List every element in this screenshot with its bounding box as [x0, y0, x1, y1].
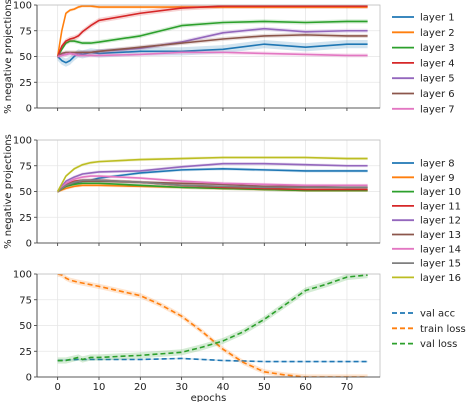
y-tick-label: 0	[26, 239, 32, 250]
line-layer-10	[57, 182, 368, 193]
line-layer-12	[57, 162, 368, 193]
y-tick-label: 50	[19, 52, 32, 63]
legend-label: layer 10	[420, 187, 461, 198]
y-axis-label: % negative projections	[3, 0, 14, 114]
line-layer-6	[57, 34, 368, 58]
y-axis-label: % negative projections	[3, 134, 14, 249]
line-layer-14	[57, 175, 368, 193]
y-tick-label: 100	[13, 1, 32, 12]
y-tick-label: 75	[19, 295, 32, 306]
line-layer-7	[57, 51, 368, 58]
band-layer-7	[57, 50, 368, 59]
legend-label: layer 3	[420, 43, 455, 54]
line-layer-3	[56, 20, 368, 57]
line-val-loss	[57, 274, 368, 362]
x-tick-label: 60	[299, 382, 312, 393]
x-tick-label: 40	[217, 382, 230, 393]
x-tick-label: 0	[54, 382, 60, 393]
y-tick-label: 0	[26, 373, 32, 384]
band-layer-13	[57, 179, 368, 194]
y-tick-label: 25	[19, 78, 32, 89]
series-group	[57, 274, 368, 377]
y-tick-label: 50	[19, 187, 32, 198]
y-tick-label: 25	[19, 213, 32, 224]
y-tick-label: 100	[13, 270, 32, 281]
line-layer-1	[57, 43, 368, 64]
x-tick-label: 30	[175, 382, 188, 393]
x-tick-label: 70	[341, 382, 354, 393]
legend-label: layer 9	[420, 173, 455, 184]
legend-label: layer 6	[420, 89, 455, 100]
line-layer-8	[57, 168, 368, 193]
band-val-loss	[57, 274, 368, 364]
x-tick-label: 50	[258, 382, 271, 393]
legend-label: layer 12	[420, 216, 461, 227]
legend-label: layer 5	[420, 74, 455, 85]
band-layer-16	[57, 155, 368, 194]
y-tick-label: 0	[26, 104, 32, 115]
legend-label: layer 11	[420, 201, 461, 212]
legend-label: layer 16	[420, 273, 461, 284]
legend-label: layer 4	[420, 58, 455, 69]
x-axis-label: epochs	[191, 393, 227, 402]
x-tick-label: 10	[93, 382, 106, 393]
legend-label: layer 14	[420, 244, 461, 255]
x-tick-label: 20	[134, 382, 147, 393]
legend-label: layer 8	[420, 159, 455, 170]
y-tick-label: 75	[19, 161, 32, 172]
y-tick-label: 25	[19, 347, 32, 358]
legend-label: layer 2	[420, 28, 455, 39]
legend-1: layer 1 layer 2 layer 3 layer 4 layer 5 layer…	[392, 13, 455, 115]
line-layer-2	[56, 5, 368, 57]
legend-label: layer 15	[420, 259, 461, 270]
line-layer-4	[56, 5, 368, 57]
y-tick-label: 100	[13, 136, 32, 147]
band-layer-12	[57, 162, 368, 194]
y-tick-label: 75	[19, 26, 32, 37]
line-layer-16	[56, 156, 368, 192]
band-layer-5	[57, 26, 368, 59]
legend-label: val acc	[420, 309, 455, 320]
legend-2: layer 8 layer 9 layer 10 layer 11 layer 12 la…	[392, 159, 461, 284]
legend-label: layer 13	[420, 230, 461, 241]
legend-label: layer 7	[420, 104, 455, 115]
line-layer-15	[57, 179, 368, 193]
series-group	[56, 5, 368, 67]
line-val-acc	[57, 357, 368, 363]
band-layer-14	[57, 174, 368, 194]
legend-3: val acc train loss val loss	[392, 309, 466, 350]
legend-label: layer 1	[420, 13, 455, 24]
subplot-3: 0 25 50 75 100 0 10 20 30 40 50 60 70 epochs val acc tr…	[13, 270, 466, 402]
legend-label: train loss	[420, 324, 466, 335]
series-group	[56, 155, 368, 194]
legend-label: val loss	[420, 339, 457, 350]
y-tick-label: 50	[19, 321, 32, 332]
line-train-loss	[57, 274, 368, 377]
